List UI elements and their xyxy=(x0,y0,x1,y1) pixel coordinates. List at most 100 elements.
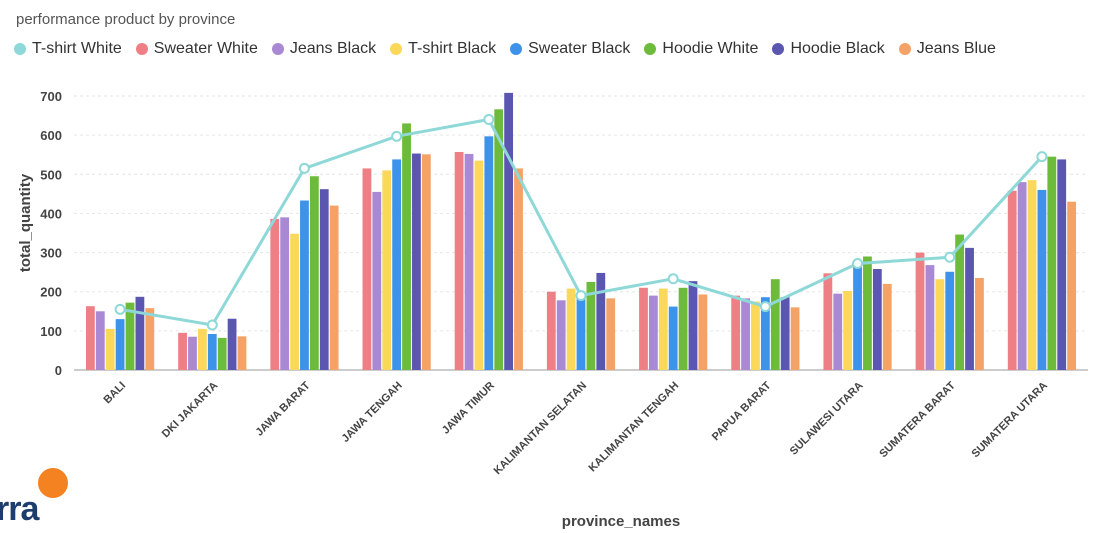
x-tick-label: SULAWESI UTARA xyxy=(788,380,866,458)
bar xyxy=(514,168,523,370)
y-tick-label: 100 xyxy=(40,324,62,339)
bar xyxy=(188,336,197,370)
line-point xyxy=(667,273,679,285)
x-tick-label: KALIMANTAN TENGAH xyxy=(587,380,682,475)
legend-label: Jeans Black xyxy=(289,40,377,57)
legend-item[interactable]: Hoodie White xyxy=(644,40,758,58)
bar xyxy=(135,296,145,370)
legend-label: Hoodie Black xyxy=(790,40,885,57)
bar xyxy=(115,319,125,370)
bar xyxy=(853,264,862,370)
bar xyxy=(270,218,280,370)
bar xyxy=(484,136,494,370)
bar xyxy=(207,333,217,370)
y-tick-label: 600 xyxy=(40,128,62,143)
legend-item[interactable]: Sweater White xyxy=(135,40,258,58)
legend-item[interactable]: Sweater Black xyxy=(510,40,630,58)
legend-item[interactable]: T-shirt White xyxy=(14,40,122,58)
line-point xyxy=(483,113,495,125)
bar xyxy=(760,297,770,370)
legend-label: Hoodie White xyxy=(662,40,759,57)
legend-item[interactable]: T-shirt Black xyxy=(390,40,496,58)
bar xyxy=(85,306,95,370)
bar xyxy=(372,191,382,370)
bar xyxy=(125,302,135,370)
bar xyxy=(197,328,207,370)
bar xyxy=(668,306,678,370)
bar xyxy=(464,153,474,370)
bar xyxy=(843,290,853,370)
legend-dot-icon xyxy=(271,43,284,55)
bar xyxy=(454,151,464,370)
y-axis-label: total_quantity xyxy=(17,173,34,272)
bar xyxy=(227,318,237,370)
chart-title: performance product by province xyxy=(16,11,236,28)
legend-label: T-shirt Black xyxy=(408,40,497,57)
x-tick-label: SUMATERA BARAT xyxy=(877,379,958,460)
bar xyxy=(741,298,750,370)
line-point xyxy=(944,251,956,263)
y-tick-label: 400 xyxy=(40,206,62,221)
bar xyxy=(751,301,760,370)
bar xyxy=(402,123,411,371)
bar xyxy=(606,298,616,370)
bar xyxy=(882,283,892,370)
bar xyxy=(392,159,402,370)
bar xyxy=(546,291,556,370)
bar xyxy=(648,295,658,370)
brand-logo: rra xyxy=(0,468,80,533)
bar xyxy=(833,293,843,370)
bar xyxy=(421,154,431,370)
bar xyxy=(95,311,105,370)
bar xyxy=(566,288,576,370)
bar xyxy=(688,281,698,370)
bar xyxy=(1037,189,1047,370)
logo-text: rra xyxy=(0,490,39,528)
legend-item[interactable]: Jeans Blue xyxy=(898,40,996,58)
bar xyxy=(770,279,780,370)
x-tick-label: PAPUA BARAT xyxy=(710,379,774,443)
legend-item[interactable]: Jeans Black xyxy=(271,40,377,58)
line-point xyxy=(114,303,126,315)
bar xyxy=(319,189,329,370)
bar xyxy=(178,332,187,370)
legend-dot-icon xyxy=(644,43,657,55)
y-tick-label: 200 xyxy=(40,285,62,300)
bar xyxy=(300,200,309,370)
legend-dot-icon xyxy=(14,43,26,55)
legend-label: Sweater Black xyxy=(528,40,631,57)
x-tick-label: KALIMANTAN SELATAN xyxy=(492,380,590,478)
legend: T-shirt White Sweater White Jeans Black T-s… xyxy=(14,40,996,58)
bar xyxy=(780,297,790,370)
bar xyxy=(1057,159,1067,370)
legend-dot-icon xyxy=(898,43,911,55)
line-point xyxy=(759,301,771,313)
bar xyxy=(412,153,421,370)
legend-label: Sweater White xyxy=(153,40,258,57)
legend-label: T-shirt White xyxy=(32,40,122,57)
bar xyxy=(658,288,668,370)
bar xyxy=(474,160,484,370)
bar xyxy=(678,287,688,370)
bar xyxy=(863,256,872,370)
x-axis-label: province_names xyxy=(562,513,680,530)
x-tick-label: DKI JAKARTA xyxy=(160,380,221,441)
x-tick-label: BALI xyxy=(102,380,129,407)
line-point xyxy=(575,290,587,302)
bar xyxy=(237,336,247,370)
bar xyxy=(955,234,965,370)
bar xyxy=(823,273,833,370)
bar xyxy=(586,281,596,370)
x-tick-label: JAWA BARAT xyxy=(254,379,313,438)
bar xyxy=(935,279,945,370)
line-point xyxy=(391,130,403,142)
legend-item[interactable]: Hoodie Black xyxy=(772,40,885,58)
bar xyxy=(965,247,974,370)
x-tick-label: JAWA TENGAH xyxy=(340,380,405,445)
bar xyxy=(596,272,606,370)
bar xyxy=(362,168,372,370)
y-tick-label: 700 xyxy=(40,89,62,104)
bar xyxy=(731,295,741,370)
bar xyxy=(790,307,800,370)
